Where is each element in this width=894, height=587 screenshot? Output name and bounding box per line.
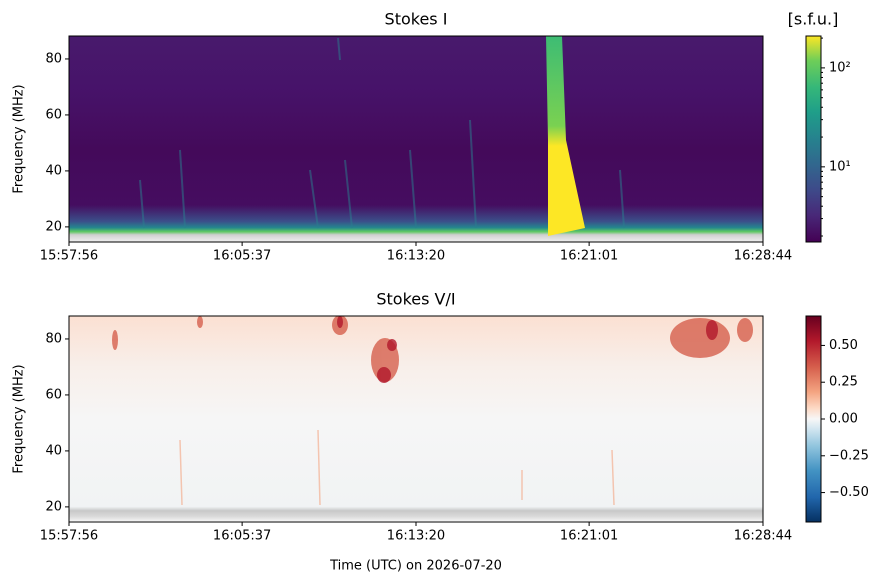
colorbar-tick-label: 0.00 [829, 412, 858, 427]
y-tick-label: 60 [45, 387, 62, 402]
colorbar-tick-label: 0.50 [829, 338, 858, 353]
colorbar-label: [s.f.u.] [788, 10, 839, 29]
x-axis-label: Time (UTC) on 2026-07-20 [329, 559, 502, 574]
y-tick-label: 60 [45, 107, 62, 122]
x-tick-label: 16:28:44 [734, 529, 792, 544]
x-tick-label: 15:57:56 [40, 249, 98, 264]
x-tick-label: 16:13:20 [387, 249, 445, 264]
y-axis-label: Frequency (MHz) [12, 364, 27, 473]
colorbar [806, 36, 821, 242]
x-tick-label: 16:28:44 [734, 249, 792, 264]
x-tick-label: 16:21:01 [560, 529, 618, 544]
y-tick-label: 40 [45, 163, 62, 178]
colorbar [806, 316, 821, 522]
y-tick-label: 40 [45, 443, 62, 458]
polarization-image [69, 316, 763, 521]
chart-title: Stokes I [385, 10, 448, 29]
x-tick-label: 16:21:01 [560, 249, 618, 264]
x-tick-label: 15:57:56 [40, 529, 98, 544]
colorbar-tick-label: 10¹ [829, 159, 851, 174]
chart-title: Stokes V/I [376, 290, 455, 309]
colorbar-tick-label: 0.25 [829, 375, 858, 390]
x-tick-label: 16:05:37 [213, 249, 271, 264]
y-tick-label: 80 [45, 51, 62, 66]
colorbar-tick-label: −0.25 [829, 448, 869, 463]
spectrogram-image [69, 36, 763, 242]
y-tick-label: 20 [45, 219, 62, 234]
x-tick-label: 16:13:20 [387, 529, 445, 544]
y-tick-label: 20 [45, 499, 62, 514]
colorbar-frame [805, 35, 822, 243]
colorbar-tick-label: 10² [829, 60, 851, 75]
colorbar-tick-label: −0.50 [829, 485, 869, 500]
y-tick-label: 80 [45, 331, 62, 346]
y-axis-label: Frequency (MHz) [12, 84, 27, 193]
x-tick-label: 16:05:37 [213, 529, 271, 544]
